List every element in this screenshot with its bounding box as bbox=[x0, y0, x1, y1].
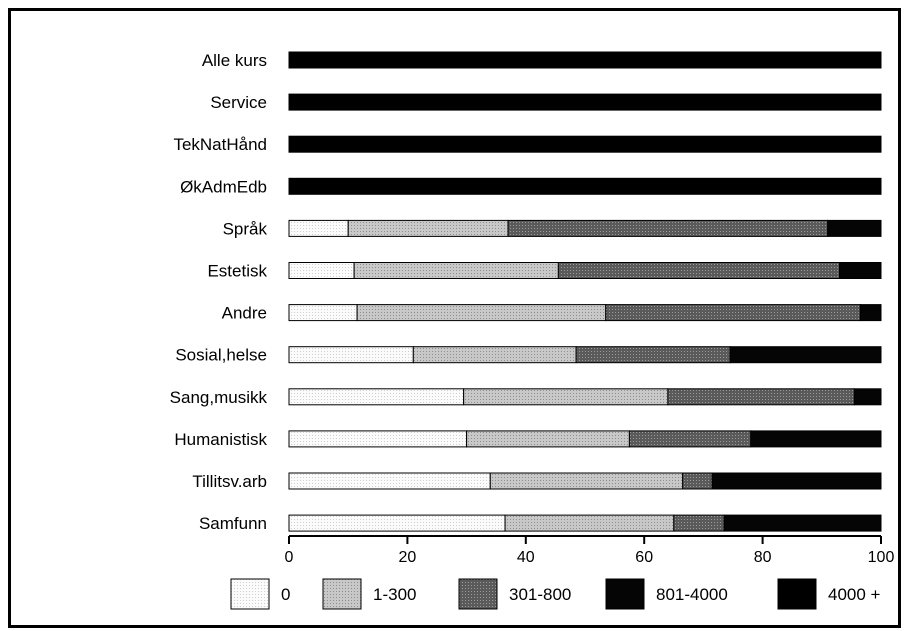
bar-segment bbox=[288, 388, 465, 406]
bar-segment bbox=[723, 514, 882, 532]
bar-segment bbox=[288, 472, 491, 490]
bar-segment bbox=[504, 514, 675, 532]
bar-segment bbox=[859, 304, 882, 322]
bar-segment bbox=[463, 388, 669, 406]
bar-segment bbox=[839, 262, 882, 279]
bar-segment bbox=[711, 472, 882, 490]
bar-segment bbox=[288, 430, 468, 448]
bar-segment bbox=[605, 304, 861, 322]
legend-swatch bbox=[458, 578, 498, 610]
bar-segment bbox=[673, 514, 725, 532]
legend-swatch bbox=[605, 578, 645, 610]
x-tick-label: 20 bbox=[399, 549, 417, 566]
x-tick-label: 80 bbox=[754, 549, 772, 566]
category-label: Sang,musikk bbox=[170, 388, 268, 407]
legend-label: 1-300 bbox=[373, 585, 416, 604]
bar-segment bbox=[412, 346, 577, 364]
category-label: Alle kurs bbox=[202, 51, 267, 70]
bar-segment bbox=[288, 262, 355, 279]
category-label: Tillitsv.arb bbox=[192, 472, 267, 491]
stacked-bar-chart: Alle kurs Service TekNatHånd ØkAdmEdb Språk E… bbox=[170, 51, 895, 610]
legend-swatch bbox=[322, 578, 362, 610]
category-label: Andre bbox=[222, 304, 267, 323]
bar-segment bbox=[575, 346, 731, 364]
bar-segment bbox=[750, 430, 882, 448]
bar-segment bbox=[507, 219, 829, 237]
category-label: Estetisk bbox=[207, 262, 267, 281]
x-axis: 0 20 40 60 80 100 bbox=[285, 535, 895, 566]
x-tick-label: 0 bbox=[285, 549, 294, 566]
category-labels: Alle kurs Service TekNatHånd ØkAdmEdb Språk E… bbox=[170, 51, 268, 533]
bar-segment bbox=[288, 51, 882, 69]
bar-segment bbox=[557, 262, 841, 279]
legend-label: 0 bbox=[281, 585, 290, 604]
bar-segment bbox=[288, 177, 882, 195]
bar-segment bbox=[827, 219, 882, 237]
x-tick-label: 40 bbox=[517, 549, 535, 566]
bar-segment bbox=[347, 219, 509, 237]
bar-segment bbox=[466, 430, 630, 448]
legend-swatch bbox=[230, 578, 270, 610]
bar-segment bbox=[489, 472, 684, 490]
bar-segment bbox=[353, 262, 559, 279]
category-label: ØkAdmEdb bbox=[180, 177, 267, 196]
bar-segment bbox=[356, 304, 607, 322]
category-label: Humanistisk bbox=[174, 430, 267, 449]
bar-segment bbox=[288, 346, 414, 364]
category-label: Språk bbox=[223, 219, 268, 238]
bars-group bbox=[288, 51, 882, 532]
x-tick-label: 100 bbox=[868, 549, 895, 566]
legend-label: 301-800 bbox=[509, 585, 571, 604]
legend-label: 801-4000 bbox=[656, 585, 728, 604]
legend-label: 4000 + bbox=[828, 585, 881, 604]
bar-segment bbox=[288, 135, 882, 153]
chart-frame: Alle kurs Service TekNatHånd ØkAdmEdb Språk E… bbox=[8, 8, 901, 628]
bar-segment bbox=[628, 430, 752, 448]
bar-segment bbox=[288, 93, 882, 111]
category-label: Sosial,helse bbox=[175, 346, 267, 365]
bar-segment bbox=[682, 472, 713, 490]
legend-swatch bbox=[777, 578, 817, 610]
bar-segment bbox=[288, 514, 506, 532]
x-tick-label: 60 bbox=[635, 549, 653, 566]
category-label: TekNatHånd bbox=[173, 135, 267, 154]
bar-segment bbox=[853, 388, 882, 406]
bar-segment bbox=[729, 346, 882, 364]
category-label: Samfunn bbox=[199, 514, 267, 533]
bar-segment bbox=[667, 388, 855, 406]
legend: 0 1-300 301-800 801-4000 4000 + bbox=[230, 578, 881, 610]
bar-segment bbox=[288, 219, 349, 237]
bar-segment bbox=[288, 304, 358, 322]
category-label: Service bbox=[210, 93, 267, 112]
